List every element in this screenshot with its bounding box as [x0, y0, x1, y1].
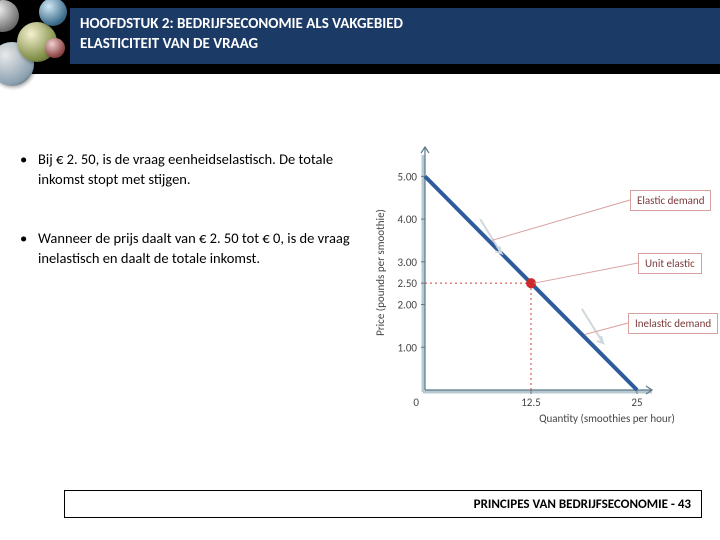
x-tick-label: 12.5	[521, 396, 541, 409]
footer-box: PRINCIPES VAN BEDRIJFSECONOMIE - 43	[64, 490, 702, 518]
bullet-text: Bij € 2. 50, is de vraag eenheidselastis…	[38, 150, 360, 189]
bullet-marker: •	[20, 229, 38, 268]
slide-header: HOOFDSTUK 2: BEDRIJFSECONOMIE ALS VAKGEB…	[70, 8, 720, 64]
x-axis-label: Quantity (smoothies per hour)	[539, 412, 675, 425]
marble	[0, 0, 19, 32]
callout-unit-elastic: Unit elastic	[638, 253, 702, 274]
y-tick-label: 2.50	[397, 277, 417, 290]
bullet-text: Wanneer de prijs daalt van € 2. 50 tot €…	[38, 229, 360, 268]
bullet-marker: •	[20, 150, 38, 189]
bullet-item: •Wanneer de prijs daalt van € 2. 50 tot …	[20, 229, 360, 268]
callout-inelastic-demand: Inelastic demand	[628, 313, 718, 334]
footer-text: PRINCIPES VAN BEDRIJFSECONOMIE - 43	[474, 497, 691, 512]
y-tick-label: 4.00	[397, 213, 417, 226]
header-line-2: ELASTICITEIT VAN DE VRAAG	[80, 34, 710, 54]
bullet-list: •Bij € 2. 50, is de vraag eenheidselasti…	[20, 150, 360, 308]
y-tick-label: 5.00	[397, 170, 417, 183]
y-axis-label: Price (pounds per smoothie)	[374, 209, 387, 336]
chart-svg: 1.00 2.00 2.50 3.00 4.00 5.00 12.5 25 0 Price (po…	[370, 135, 700, 445]
demand-chart: 1.00 2.00 2.50 3.00 4.00 5.00 12.5 25 0 Price (po…	[370, 135, 700, 445]
callout-elastic-demand: Elastic demand	[630, 190, 711, 211]
y-tick-label: 1.00	[397, 341, 417, 354]
x-tick-label: 25	[631, 396, 642, 409]
bullet-item: •Bij € 2. 50, is de vraag eenheidselasti…	[20, 150, 360, 189]
marble	[45, 38, 65, 58]
y-tick-label: 3.00	[397, 256, 417, 269]
y-tick-label: 2.00	[397, 299, 417, 312]
header-line-1: HOOFDSTUK 2: BEDRIJFSECONOMIE ALS VAKGEB…	[80, 14, 710, 34]
marble	[39, 0, 67, 26]
svg-text:0: 0	[413, 396, 419, 409]
